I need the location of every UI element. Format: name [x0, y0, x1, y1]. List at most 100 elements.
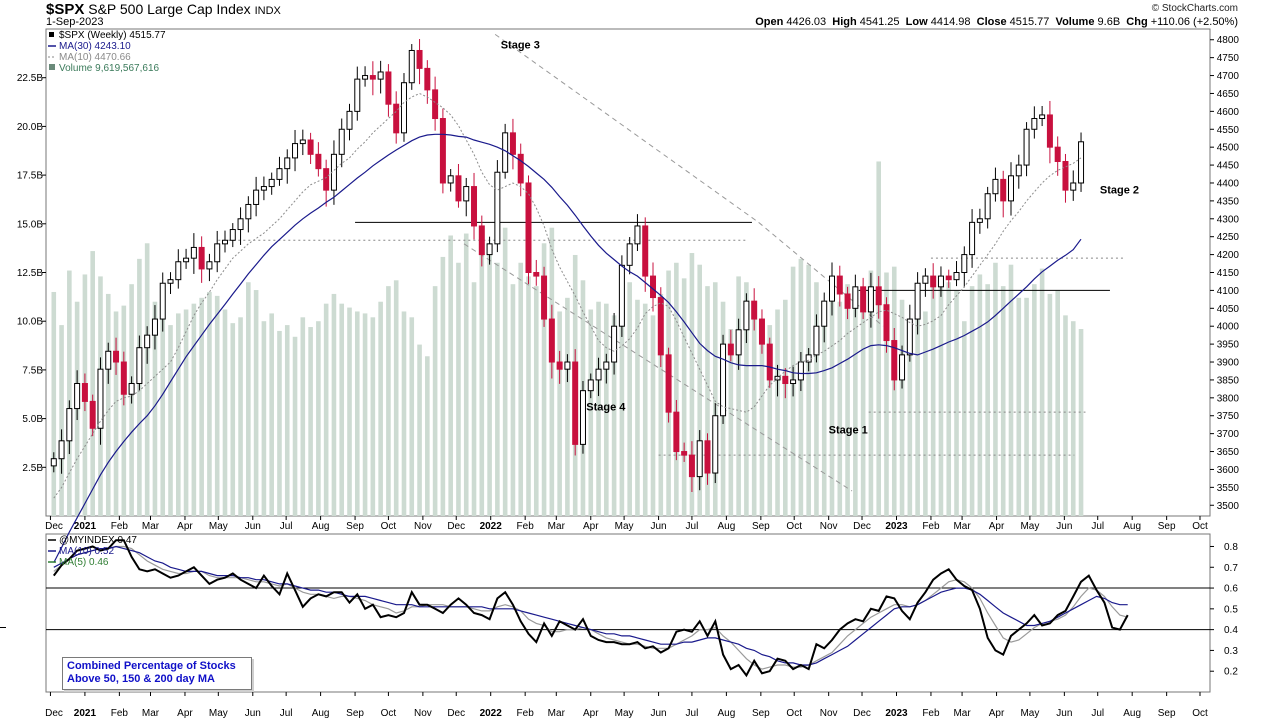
chg-value: +110.06 (+2.50%): [1150, 16, 1238, 28]
x-axis-tick-label: Aug: [1123, 521, 1141, 532]
x-axis-tick-label: Dec: [45, 521, 63, 532]
candle-body: [883, 304, 890, 342]
symbol-exchange: INDX: [254, 5, 281, 17]
candle-body: [237, 218, 244, 231]
volume-bar: [425, 356, 430, 516]
close-value: 4515.77: [1009, 16, 1050, 28]
x-axis-tick-label: Aug: [1123, 708, 1141, 719]
candle-body: [797, 361, 804, 381]
x-axis-tick-label: May: [1020, 708, 1039, 719]
x-axis-tick-label: Apr: [583, 521, 599, 532]
candle-body: [323, 168, 330, 191]
x-axis-tick-label: Oct: [381, 708, 397, 719]
x-axis-tick-label: Sep: [346, 521, 364, 532]
volume-bar: [806, 264, 811, 516]
volume-bar: [1008, 264, 1014, 516]
volume-bar: [463, 233, 469, 517]
volume-y-tick-label: 7.5B: [22, 365, 43, 376]
x-axis-tick-label: Sep: [1158, 521, 1176, 532]
candle-body: [1000, 178, 1007, 202]
candle-body: [696, 440, 703, 478]
x-axis-tick-label: Mar: [548, 521, 566, 532]
x-axis-tick-label: Sep: [752, 708, 770, 719]
indicator-y-tick-label: 0.7: [1224, 563, 1238, 574]
price-y-tick-label: 4250: [1217, 232, 1240, 243]
volume-bar: [541, 243, 547, 516]
volume-bar: [230, 323, 236, 516]
volume-bar: [962, 321, 967, 516]
candle-body: [867, 286, 874, 313]
x-axis-tick-label: Jul: [1091, 521, 1104, 532]
volume-bar: [915, 305, 920, 516]
volume-bar: [121, 305, 127, 516]
volume-bar: [113, 311, 119, 516]
price-y-tick-label: 3850: [1217, 375, 1240, 386]
x-axis-tick-label: Aug: [717, 708, 735, 719]
candle-body: [183, 257, 190, 263]
volume-bar: [775, 309, 780, 516]
volume-bar: [899, 299, 905, 516]
candle-body: [821, 300, 828, 327]
candle-body: [751, 300, 758, 320]
volume-bar: [712, 282, 718, 516]
volume-bar: [946, 282, 952, 516]
volume-bar: [736, 276, 741, 516]
x-axis-tick-label: Feb: [922, 521, 940, 532]
volume-bar: [175, 313, 181, 516]
low-value: 4414.98: [930, 16, 971, 28]
candle-body: [727, 343, 734, 356]
candle-body: [377, 71, 384, 80]
candle-body: [937, 275, 944, 288]
candle-body: [58, 440, 65, 460]
volume-bar: [51, 291, 57, 516]
candle-body: [860, 286, 867, 313]
x-axis-tick-label: 2023: [885, 708, 908, 719]
candle-body: [634, 225, 641, 245]
candle-body: [556, 361, 563, 370]
volume-bar: [783, 299, 788, 516]
volume-bar: [323, 303, 329, 516]
volume-bar: [347, 307, 352, 516]
price-y-tick-label: 4500: [1217, 143, 1240, 154]
candle-body: [66, 408, 73, 442]
stage-annotation: Stage 1: [829, 425, 868, 437]
candle-body: [509, 132, 516, 155]
x-axis-tick-label: Nov: [820, 708, 838, 719]
candle-body: [875, 286, 882, 306]
candle-body: [906, 318, 913, 356]
x-axis-tick-label: Dec: [853, 708, 871, 719]
price-y-tick-label: 4350: [1217, 196, 1240, 207]
volume-bar: [751, 305, 757, 516]
candle-body: [945, 275, 952, 281]
candle-body: [1046, 114, 1053, 148]
open-value: 4426.03: [786, 16, 827, 28]
candle-body: [790, 379, 797, 385]
candle-body: [151, 318, 158, 336]
volume-bar: [642, 303, 648, 516]
x-axis-tick-label: Mar: [142, 521, 160, 532]
volume-bar: [160, 315, 166, 516]
volume-bar: [222, 309, 228, 516]
candle-body: [400, 82, 407, 134]
volume-bar: [144, 243, 150, 516]
candle-body: [930, 275, 937, 288]
x-axis-tick-label: Feb: [111, 521, 129, 532]
volume-y-tick-label: 2.5B: [22, 463, 43, 474]
volume-bar: [891, 266, 897, 516]
volume-bar: [1032, 284, 1037, 516]
price-y-tick-label: 3750: [1217, 411, 1240, 422]
lower-note-line-2: Above 50, 150 & 200 day MA: [67, 673, 215, 685]
volume-bar: [907, 325, 913, 516]
candle-body: [494, 171, 501, 245]
volume-bar: [565, 297, 570, 516]
volume-bar: [627, 282, 632, 516]
candle-body: [681, 451, 688, 456]
lower-panel-note: Combined Percentage of Stocks Above 50, …: [62, 657, 252, 690]
x-axis-tick-label: Jul: [686, 708, 699, 719]
volume-bar: [705, 286, 710, 516]
volume-bar: [930, 284, 936, 516]
candle-body: [113, 350, 120, 363]
price-y-tick-label: 4200: [1217, 250, 1240, 261]
candle-body: [1031, 118, 1038, 130]
volume-bar: [417, 344, 422, 516]
